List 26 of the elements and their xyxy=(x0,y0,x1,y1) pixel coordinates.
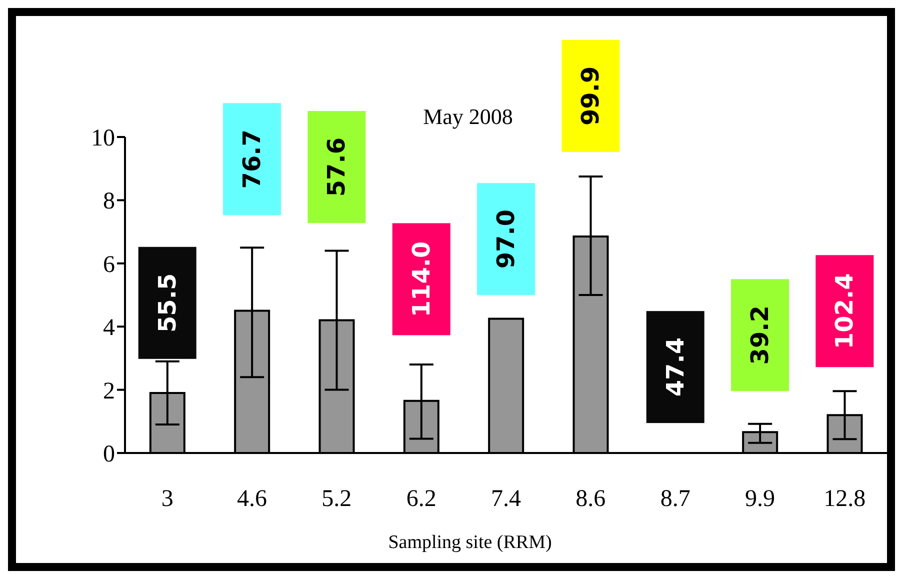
annotation: 76.7 xyxy=(238,130,266,189)
y-tick-label: 8 xyxy=(103,188,115,215)
x-tick-label: 7.4 xyxy=(491,486,521,512)
x-tick-label: 4.6 xyxy=(237,486,267,512)
y-tick-label: 6 xyxy=(103,252,115,278)
x-tick-label: 8.7 xyxy=(660,486,690,512)
annotation: 114.0 xyxy=(407,241,436,318)
x-axis-title: Sampling site (RRM) xyxy=(387,532,553,554)
annotation: 97.0 xyxy=(492,209,520,269)
annotation: 57.6 xyxy=(322,137,351,197)
text: 99.9 xyxy=(576,66,605,126)
y-tick-label: 2 xyxy=(103,378,115,404)
x-tick-label: 6.2 xyxy=(406,486,436,512)
x-tick-label: 8.6 xyxy=(576,486,606,512)
annotation: 47.4 xyxy=(661,337,690,397)
x-tick-label: 5.2 xyxy=(322,486,352,512)
y-tick-label: 10 xyxy=(91,126,115,152)
y-tick-label: 4 xyxy=(103,315,115,342)
x-tick-label: 9.9 xyxy=(745,486,775,512)
y-tick-label: 0 xyxy=(103,442,115,468)
annotation: 55.5 xyxy=(153,273,182,333)
chart-title: May 2008 xyxy=(422,104,514,130)
annotation: 39.2 xyxy=(746,306,774,365)
x-tick-label: 3 xyxy=(161,486,174,512)
annotation: 102.4 xyxy=(830,273,859,350)
x-tick-label: 12.8 xyxy=(824,486,866,512)
